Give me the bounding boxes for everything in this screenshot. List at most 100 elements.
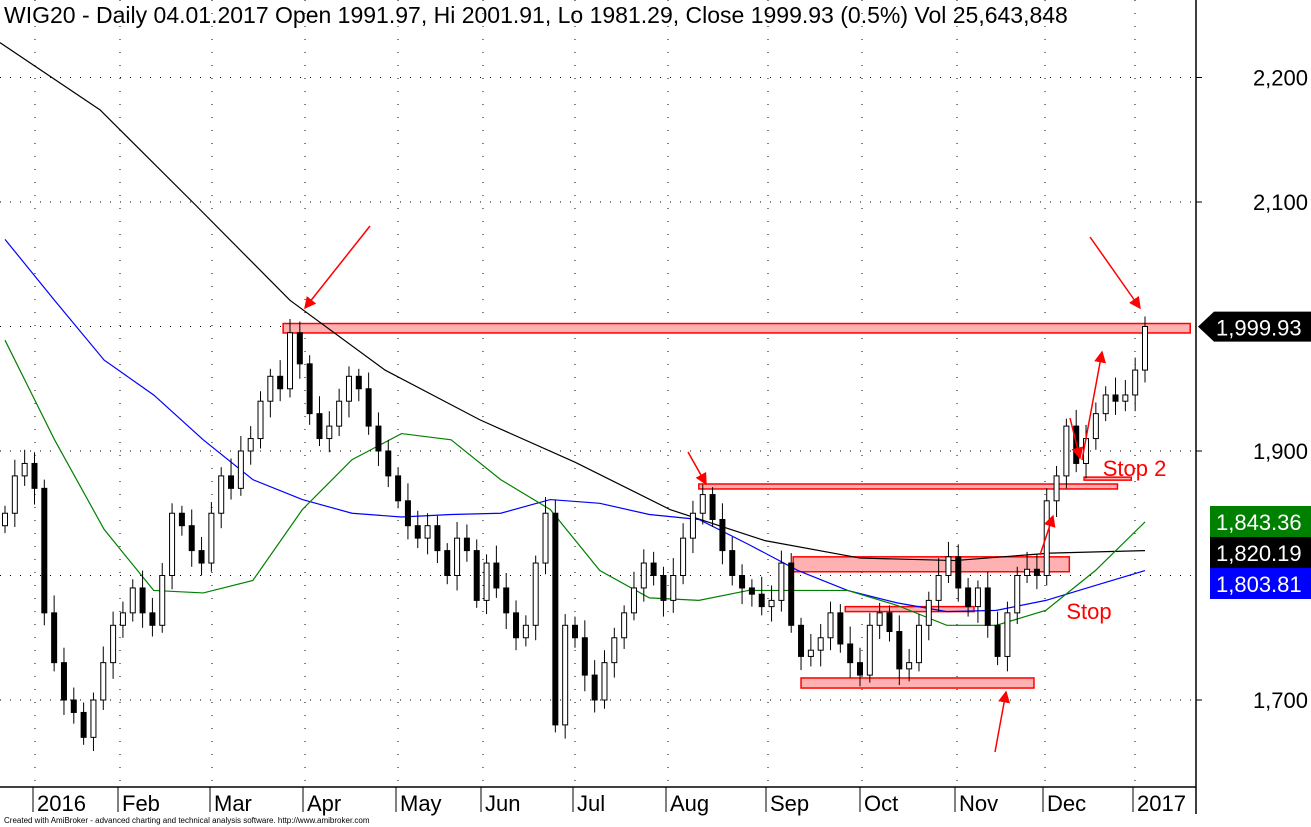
- price-tags: 1,999.93 1,843.36 1,820.19 1,803.81: [1198, 311, 1311, 599]
- candle-down: [296, 332, 303, 365]
- candle-down: [591, 674, 598, 701]
- candle-down: [404, 500, 411, 527]
- candle-up: [542, 512, 549, 564]
- candle-down: [581, 637, 588, 676]
- candle-up: [11, 475, 18, 514]
- candle-down: [473, 550, 480, 601]
- candle-down: [837, 612, 844, 645]
- candle-down: [198, 550, 205, 564]
- candle-up: [287, 332, 293, 390]
- candle-up: [1092, 413, 1099, 440]
- stop-2-label: Stop 2: [1103, 456, 1167, 481]
- ma-value-label: 1,843.36: [1216, 510, 1302, 535]
- moving-averages: [0, 42, 1146, 626]
- annotation-arrows: [304, 225, 1141, 753]
- x-tick-label: 2016: [37, 791, 86, 816]
- candle-down: [1033, 568, 1040, 577]
- candle-up: [424, 525, 431, 539]
- candle-down: [149, 612, 156, 626]
- candle-up: [925, 599, 932, 626]
- candle-down: [444, 550, 451, 576]
- candle-up: [237, 450, 244, 489]
- candle-down: [955, 556, 962, 589]
- candle-up: [208, 512, 215, 564]
- candle-down: [395, 475, 402, 502]
- x-tick-label: 2017: [1137, 791, 1186, 816]
- candle-down: [719, 518, 726, 552]
- candle-up: [100, 662, 107, 701]
- candle-up: [119, 612, 126, 626]
- chart-title: WIG20 - Daily 04.01.2017 Open 1991.97, H…: [4, 2, 1068, 28]
- x-tick-label: Feb: [122, 791, 160, 816]
- ma-value-label: 1,803.81: [1216, 572, 1302, 597]
- grid: [0, 0, 1196, 787]
- candle-up: [768, 599, 775, 608]
- candle-up: [336, 400, 343, 427]
- candle-down: [31, 462, 38, 489]
- annotations: Stop 2 Stop: [1066, 456, 1166, 624]
- red-arrow: [994, 690, 1011, 753]
- candle-up: [110, 624, 117, 664]
- y-tick-label: 1,900: [1253, 439, 1308, 464]
- candle-up: [562, 624, 569, 726]
- red-arrow: [1039, 514, 1056, 556]
- candle-down: [503, 587, 510, 614]
- candle-down: [739, 575, 746, 589]
- candle-up: [326, 425, 333, 440]
- candle-down: [493, 562, 500, 589]
- candle-up: [974, 587, 981, 608]
- candle-up: [866, 624, 873, 676]
- candles: [2, 316, 1148, 752]
- candle-down: [709, 494, 716, 520]
- candle-up: [454, 537, 461, 577]
- candle-down: [385, 450, 392, 477]
- candle-up: [257, 400, 264, 440]
- red-arrow: [1081, 350, 1106, 461]
- x-tick-label: Jun: [485, 791, 520, 816]
- candle-down: [60, 662, 67, 701]
- ma-value-tag: [1210, 537, 1311, 568]
- candle-up: [817, 637, 824, 651]
- y-tick-label: 2,100: [1253, 190, 1308, 215]
- candle-down: [984, 587, 991, 626]
- candle-down: [1112, 394, 1119, 402]
- x-tick-label: Mar: [214, 791, 252, 816]
- candle-down: [857, 662, 863, 676]
- x-tick-label: Oct: [864, 791, 898, 816]
- candle-down: [139, 587, 146, 614]
- candle-up: [827, 612, 834, 639]
- candle-up: [680, 537, 687, 577]
- resistance-zone: [698, 483, 1119, 490]
- candle-down: [552, 512, 559, 726]
- x-tick-label: Nov: [959, 791, 998, 816]
- candle-up: [90, 699, 97, 738]
- last-close-tag: [1198, 311, 1311, 342]
- ma-value-tag: [1210, 506, 1311, 537]
- candle-up: [522, 624, 529, 639]
- ma-value-label: 1,820.19: [1216, 541, 1302, 566]
- candle-up: [630, 587, 637, 614]
- candle-down: [463, 537, 470, 552]
- candle-up: [1142, 326, 1148, 371]
- ma-value-tag: [1210, 568, 1311, 599]
- candle-down: [896, 631, 903, 670]
- candle-down: [886, 612, 893, 633]
- candle-down: [660, 575, 667, 601]
- candle-up: [935, 575, 942, 601]
- red-arrow: [1069, 417, 1084, 460]
- candle-up: [218, 475, 225, 514]
- candle-down: [788, 562, 795, 626]
- candle-down: [798, 624, 805, 657]
- candle-up: [532, 562, 539, 626]
- candle-up: [1132, 369, 1139, 396]
- candle-down: [316, 413, 323, 440]
- candle-down: [277, 375, 284, 390]
- candle-up: [611, 637, 618, 664]
- candle-up: [1014, 575, 1021, 614]
- x-tick-label: May: [400, 791, 442, 816]
- credit-text: Created with AmiBroker - advanced charti…: [4, 816, 370, 825]
- candle-down: [650, 562, 657, 576]
- candle-up: [1102, 394, 1109, 415]
- moving-average-line: [0, 42, 1146, 562]
- x-tick-label: Dec: [1047, 791, 1086, 816]
